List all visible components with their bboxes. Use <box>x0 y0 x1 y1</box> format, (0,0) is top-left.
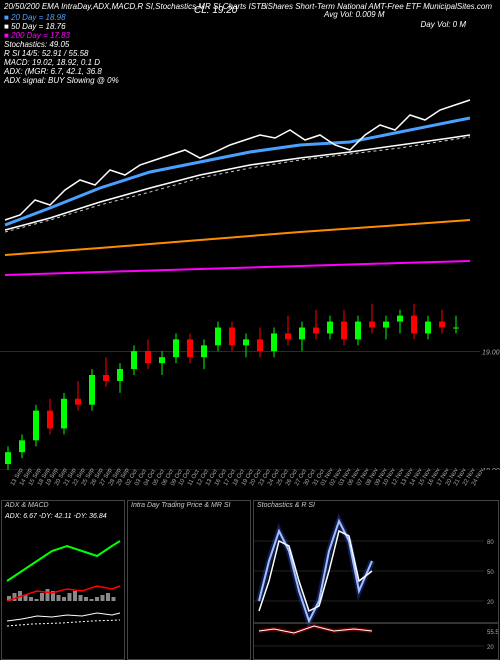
macd-label: MACD: 19.02, 18.92, 0.1 D <box>4 58 496 67</box>
intra-title: Intra Day Trading Price & MR SI <box>131 502 230 509</box>
stoch-label: Stochastics: 49.05 <box>4 40 496 49</box>
stoch-title: Stochastics & R SI <box>257 502 315 509</box>
chart-container: 20/50/200 EMA IntraDay,ADX,MACD,R SI,Sto… <box>0 0 500 660</box>
adx-label: ADX: (MGR: 6.7, 42.1, 36.8 <box>4 67 496 76</box>
candle-chart: 18.0019.00 <box>0 280 500 470</box>
intraday-panel: Intra Day Trading Price & MR SI <box>127 500 251 660</box>
stoch-rsi-panel: Stochastics & R SI 20 50 80 55.58 20 <box>253 500 499 660</box>
chart-header: 20/50/200 EMA IntraDay,ADX,MACD,R SI,Sto… <box>4 2 496 85</box>
adx-title: ADX & MACD <box>5 502 49 509</box>
adx-macd-panel: ADX & MACD ADX: 6.67 -DY: 42.11 -DY: 36.… <box>1 500 125 660</box>
avg-vol: Avg Vol: 0.009 M <box>324 10 384 19</box>
ema200-label: 200 Day = 17.83 <box>11 31 70 40</box>
ema20-label: 20 Day = 18.98 <box>11 13 65 22</box>
rsi-label: R SI 14/5: 52.91 / 55.58 <box>4 49 496 58</box>
svg-text:80: 80 <box>487 540 494 546</box>
adx-sub: ADX: 6.67 -DY: 42.11 -DY: 36.84 <box>5 513 107 520</box>
x-axis: 13 Sep14 Sep15 Sep18 Sep19 Sep20 Sep21 S… <box>0 476 500 496</box>
bottom-panels: ADX & MACD ADX: 6.67 -DY: 42.11 -DY: 36.… <box>0 500 500 660</box>
svg-text:19.00: 19.00 <box>482 349 500 356</box>
svg-text:20: 20 <box>487 600 494 606</box>
day-vol: Day Vol: 0 M <box>421 20 467 29</box>
svg-text:50: 50 <box>487 570 494 576</box>
svg-text:55.58: 55.58 <box>487 630 499 636</box>
ema50-label: 50 Day = 18.76 <box>11 22 65 31</box>
close-label: CL: 19.20 <box>194 6 237 15</box>
svg-text:20: 20 <box>487 645 494 651</box>
